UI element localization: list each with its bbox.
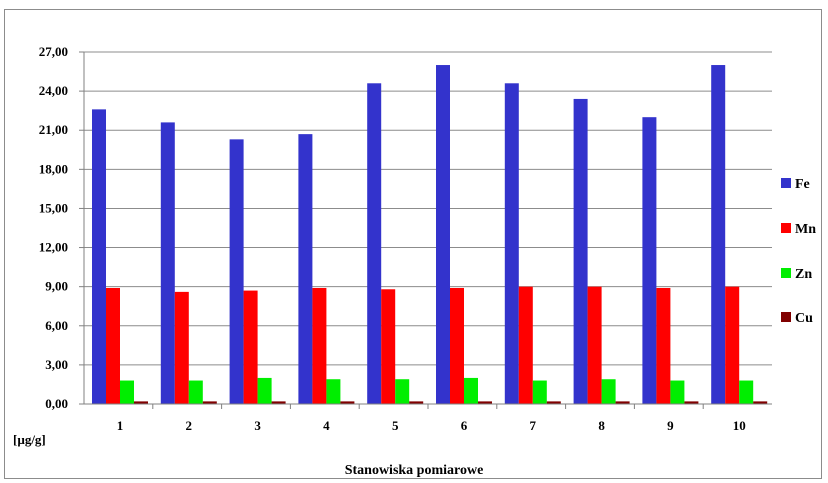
bar-mn-3 [243, 290, 258, 404]
bar-zn-2 [188, 380, 203, 404]
bar-cu-2 [202, 401, 217, 404]
legend-label-mn: Mn [795, 222, 816, 237]
bar-mn-6 [450, 287, 464, 404]
x-tick-label: 10 [733, 418, 746, 433]
bar-zn-7 [532, 380, 547, 404]
bar-fe-2 [160, 122, 175, 405]
y-tick-label: 6,00 [45, 318, 68, 333]
bar-fe-3 [229, 139, 244, 404]
x-tick-label: 5 [392, 418, 399, 433]
y-tick-label: 24,00 [39, 83, 68, 98]
bar-zn-5 [395, 379, 410, 404]
x-axis-title: Stanowiska pomiarowe [345, 463, 484, 478]
y-tick-label: 9,00 [45, 279, 68, 294]
bar-mn-2 [174, 291, 189, 404]
bar-zn-9 [670, 380, 685, 404]
bar-mn-5 [381, 289, 396, 404]
bar-cu-7 [546, 401, 561, 404]
y-tick-label: 21,00 [39, 122, 68, 137]
x-tick-label: 9 [667, 418, 674, 433]
bar-fe-7 [504, 83, 519, 405]
bar-fe-9 [642, 117, 657, 405]
bar-fe-4 [298, 134, 313, 404]
x-tick-label: 3 [254, 418, 261, 433]
bar-mn-1 [106, 287, 120, 404]
legend-swatch-mn [781, 223, 791, 233]
y-tick-label: 12,00 [39, 240, 68, 255]
bar-cu-4 [340, 401, 355, 404]
bar-cu-8 [615, 401, 630, 404]
bar-mn-10 [725, 286, 740, 404]
bar-zn-4 [326, 379, 341, 404]
bar-cu-10 [753, 401, 768, 404]
y-tick-label: 27,00 [39, 44, 68, 59]
y-tick-labels: 0,00 3,00 6,00 9,00 12,00 15,00 18,00 21,00 24,0… [39, 44, 68, 411]
y-axis-unit-label: [µg/g] [13, 432, 46, 447]
bar-cu-9 [684, 401, 699, 404]
bar-cu-5 [409, 401, 424, 404]
bar-zn-8 [601, 379, 616, 404]
y-tick-label: 0,00 [45, 396, 68, 411]
bar-fe-6 [436, 65, 450, 404]
bar-mn-4 [312, 287, 327, 404]
y-tick-label: 15,00 [39, 200, 68, 215]
legend-label-zn: Zn [795, 267, 812, 282]
x-tick-label: 4 [323, 418, 330, 433]
legend-swatch-zn [781, 268, 791, 278]
x-tick-label: 2 [186, 418, 193, 433]
bar-zn-6 [464, 377, 478, 404]
bar-cu-1 [134, 401, 148, 404]
bar-fe-8 [573, 98, 588, 404]
bar-fe-5 [367, 83, 382, 405]
bar-cu-3 [271, 401, 286, 404]
legend-swatch-fe [781, 178, 791, 188]
bar-mn-7 [518, 286, 533, 404]
bar-fe-10 [711, 65, 726, 404]
bar-zn-1 [120, 380, 134, 404]
legend-label-cu: Cu [795, 311, 813, 326]
legend-label-fe: Fe [795, 177, 810, 192]
x-tick-label: 6 [461, 418, 468, 433]
bar-fe-1 [92, 109, 106, 404]
y-tick-label: 18,00 [39, 161, 68, 176]
bar-mn-9 [656, 287, 671, 404]
legend-swatch-cu [781, 312, 791, 322]
grid-lines [79, 51, 772, 409]
bar-cu-6 [478, 401, 492, 404]
chart-frame [4, 9, 822, 479]
x-tick-label: 1 [117, 418, 124, 433]
x-tick-label: 7 [530, 418, 537, 433]
bar-zn-3 [257, 377, 272, 404]
bars [92, 65, 768, 405]
x-tick-labels: 1 2 3 4 5 6 7 8 9 10 [117, 418, 746, 433]
x-tick-label: 8 [598, 418, 605, 433]
bar-mn-8 [587, 286, 602, 404]
y-tick-label: 3,00 [45, 357, 68, 372]
bar-zn-10 [739, 380, 754, 404]
axes [83, 52, 772, 405]
legend: Fe Mn Zn Cu [781, 177, 816, 326]
